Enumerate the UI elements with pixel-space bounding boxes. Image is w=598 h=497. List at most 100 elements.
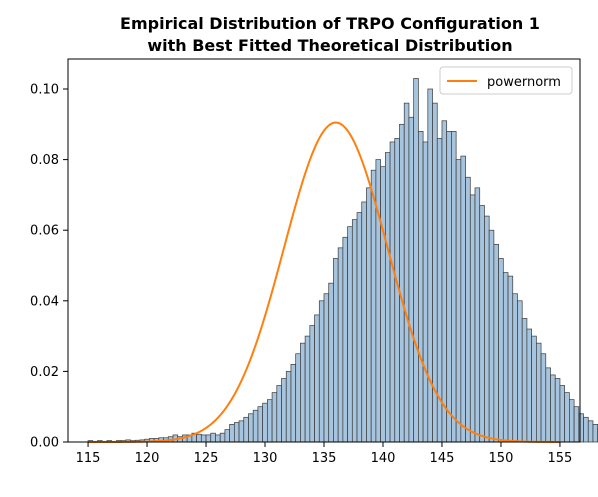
histogram-bar bbox=[498, 258, 504, 443]
histogram-bar bbox=[469, 194, 476, 443]
histogram-bar bbox=[219, 432, 226, 443]
histogram-bar bbox=[267, 399, 273, 443]
plot-frame bbox=[67, 58, 581, 443]
histogram-bar bbox=[413, 78, 419, 443]
histogram-bar bbox=[488, 229, 495, 443]
histogram-bar bbox=[304, 335, 311, 443]
histogram-bar bbox=[276, 385, 282, 443]
histogram-bar bbox=[229, 424, 235, 443]
histogram-bar bbox=[370, 169, 377, 443]
histogram-bar bbox=[422, 141, 429, 443]
histogram-bars bbox=[87, 78, 598, 443]
histogram-bar bbox=[569, 399, 575, 443]
histogram-bar bbox=[328, 282, 334, 443]
histogram-bar bbox=[375, 159, 381, 443]
histogram-bar bbox=[380, 166, 386, 443]
legend-box bbox=[439, 66, 573, 95]
histogram-bar bbox=[512, 293, 518, 443]
histogram-bar bbox=[446, 131, 452, 443]
histogram-bar bbox=[531, 335, 537, 443]
histogram-bar bbox=[587, 420, 594, 443]
histogram-bar bbox=[337, 247, 344, 443]
histogram-bar bbox=[238, 420, 245, 443]
histogram-bar bbox=[465, 176, 471, 443]
y-tick-label: 0.10 bbox=[30, 83, 59, 98]
histogram-bar bbox=[408, 116, 415, 443]
histogram-bar bbox=[347, 226, 353, 443]
histogram-bar bbox=[427, 88, 433, 443]
histogram-bar bbox=[196, 433, 202, 443]
legend: powernorm bbox=[439, 66, 573, 95]
histogram-bar bbox=[554, 378, 561, 443]
histogram-bar bbox=[517, 300, 523, 443]
histogram-bar bbox=[295, 353, 301, 443]
histogram-bar bbox=[314, 314, 320, 443]
histogram-bar bbox=[564, 392, 570, 443]
y-tick-label: 0.02 bbox=[30, 365, 59, 380]
histogram-bar bbox=[361, 201, 367, 443]
x-tick-label: 145 bbox=[430, 451, 455, 466]
y-tick-label: 0.00 bbox=[30, 436, 59, 451]
chart-title-line-1: Empirical Distribution of TRPO Configura… bbox=[120, 14, 540, 33]
x-tick-label: 120 bbox=[135, 451, 160, 466]
y-tick-label: 0.04 bbox=[30, 294, 59, 309]
histogram-bar bbox=[356, 212, 363, 443]
legend-label-powernorm: powernorm bbox=[487, 75, 561, 90]
histogram-bar bbox=[502, 272, 509, 443]
histogram-bar bbox=[451, 131, 457, 443]
histogram-bar bbox=[479, 205, 485, 443]
y-tick-label: 0.08 bbox=[30, 153, 59, 168]
histogram-bar bbox=[281, 378, 287, 443]
histogram-bar bbox=[262, 402, 268, 443]
x-tick-label: 125 bbox=[194, 451, 219, 466]
histogram-bar bbox=[233, 422, 240, 443]
histogram-bar bbox=[224, 429, 230, 443]
y-axis-ticks: 0.00 0.02 0.04 0.06 0.08 0.10 bbox=[30, 83, 68, 451]
histogram-bar bbox=[351, 219, 358, 443]
histogram-bar bbox=[366, 187, 372, 443]
histogram-bar bbox=[521, 318, 528, 443]
chart-title-line-2: with Best Fitted Theoretical Distributio… bbox=[147, 36, 512, 55]
histogram-bar bbox=[399, 123, 405, 443]
histogram-bar bbox=[550, 374, 556, 443]
histogram-bar bbox=[493, 243, 499, 443]
histogram-bar bbox=[285, 371, 292, 443]
histogram-bar bbox=[474, 187, 481, 443]
histogram-bar bbox=[257, 406, 264, 443]
histogram-bar bbox=[384, 152, 391, 443]
x-tick-label: 140 bbox=[371, 451, 396, 466]
histogram-bar bbox=[205, 434, 212, 443]
histogram-bar bbox=[455, 159, 462, 443]
histogram-bar bbox=[215, 434, 221, 443]
x-tick-label: 130 bbox=[253, 451, 278, 466]
histogram-bar bbox=[333, 258, 339, 443]
histogram-bar bbox=[545, 367, 551, 443]
histogram-bar bbox=[583, 416, 589, 443]
histogram-bar bbox=[441, 120, 448, 443]
histogram-bar bbox=[536, 342, 542, 443]
histogram-bar bbox=[389, 141, 396, 443]
histogram-bar bbox=[290, 363, 297, 443]
x-tick-label: 155 bbox=[548, 451, 573, 466]
histogram-bar bbox=[342, 236, 348, 443]
histogram-bar bbox=[210, 432, 216, 443]
histogram-bar bbox=[300, 342, 306, 443]
x-tick-label: 135 bbox=[312, 451, 337, 466]
histogram-bar bbox=[318, 300, 325, 443]
histogram-bar bbox=[559, 385, 566, 443]
histogram-bar bbox=[200, 434, 207, 443]
x-tick-label: 150 bbox=[489, 451, 514, 466]
x-tick-label: 115 bbox=[76, 451, 101, 466]
histogram-bar bbox=[243, 416, 249, 443]
x-axis-ticks: 115 120 125 130 135 140 145 150 155 bbox=[76, 442, 573, 466]
histogram-bar bbox=[403, 102, 410, 443]
histogram-bar bbox=[592, 424, 598, 443]
histogram-bar bbox=[573, 406, 580, 443]
histogram-bar bbox=[271, 392, 278, 443]
histogram-bar bbox=[540, 353, 547, 443]
histogram-bar bbox=[484, 215, 490, 443]
histogram-bar bbox=[418, 131, 424, 443]
histogram-bar bbox=[507, 275, 514, 443]
histogram-bar bbox=[460, 155, 466, 443]
